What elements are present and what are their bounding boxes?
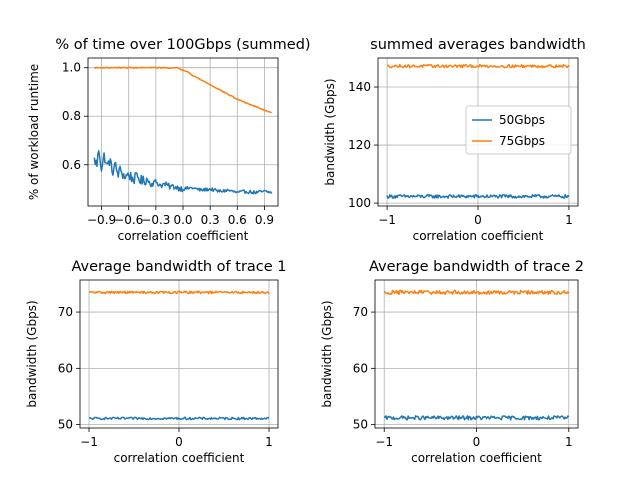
legend-box <box>465 105 572 155</box>
y-tick-label: 0.6 <box>62 158 81 172</box>
legend: 50Gbps 75Gbps <box>465 105 572 155</box>
series-line-50Gbps <box>386 193 570 199</box>
x-tick-label: 1 <box>565 435 573 449</box>
y-tick-label: 50 <box>353 418 368 432</box>
series-line-75Gbps <box>88 290 270 295</box>
y-tick-label: 70 <box>58 305 73 319</box>
subplot-1: −0.9−0.6−0.3 0.0 0.3 0.6 0.9 0.6 0.8 1.0 % of ti… <box>27 37 311 243</box>
x-axis-label: correlation coefficient <box>118 229 249 243</box>
chart-title: Average bandwidth of trace 2 <box>369 259 584 275</box>
chart-title: summed averages bandwidth <box>370 37 586 53</box>
y-tick-label: 50 <box>58 418 73 432</box>
y-tick-label: 0.8 <box>62 109 81 123</box>
series-line-75Gbps <box>386 63 570 69</box>
series-line-75Gbps <box>383 289 570 296</box>
legend-label: 75Gbps <box>499 134 545 148</box>
subplot-2: −1 0 1 100 120 140 summed averages bandwidth co… <box>323 37 586 243</box>
legend-label: 50Gbps <box>499 113 545 127</box>
y-tick-label: 70 <box>353 305 368 319</box>
y-tick-label: 1.0 <box>62 61 81 75</box>
x-axis-label: correlation coefficient <box>411 451 542 465</box>
y-axis-label: bandwidth (Gbps) <box>320 300 334 407</box>
x-tick-label: 0 <box>474 213 482 227</box>
series-line-50Gbps <box>88 416 270 421</box>
x-tick-label: −0.9 <box>87 213 116 227</box>
y-tick-label: 100 <box>348 196 371 210</box>
y-axis-label: bandwidth (Gbps) <box>25 300 39 407</box>
x-tick-label: −1 <box>378 213 396 227</box>
y-tick-label: 60 <box>353 361 368 375</box>
x-tick-label: 0 <box>473 435 481 449</box>
subplot-4: −1 0 1 50 60 70 Average bandwidth of trace 2 co… <box>320 259 584 465</box>
x-tick-label: −1 <box>375 435 393 449</box>
x-tick-label: −0.3 <box>141 213 170 227</box>
x-tick-label: 0.6 <box>228 213 247 227</box>
x-tick-label: −0.6 <box>114 213 143 227</box>
chart-title: Average bandwidth of trace 1 <box>71 259 286 275</box>
x-axis-label: correlation coefficient <box>114 451 245 465</box>
y-tick-label: 60 <box>58 361 73 375</box>
y-axis-label: % of workload runtime <box>27 64 41 200</box>
x-tick-label: 0.9 <box>255 213 274 227</box>
series-line-50Gbps <box>93 150 273 195</box>
y-tick-label: 120 <box>348 138 371 152</box>
chart-title: % of time over 100Gbps (summed) <box>55 37 310 53</box>
x-tick-label: 1 <box>265 435 273 449</box>
y-axis-label: bandwidth (Gbps) <box>323 78 337 185</box>
x-axis-label: correlation coefficient <box>413 229 544 243</box>
series-line-50Gbps <box>383 415 570 421</box>
x-tick-label: 0.0 <box>173 213 192 227</box>
y-tick-label: 140 <box>348 80 371 94</box>
series-line-75Gbps <box>93 66 272 114</box>
x-tick-label: 0 <box>175 435 183 449</box>
x-tick-label: 0.3 <box>201 213 220 227</box>
x-tick-label: 1 <box>565 213 573 227</box>
x-tick-label: −1 <box>80 435 98 449</box>
subplot-3: −1 0 1 50 60 70 Average bandwidth of trace 1 co… <box>25 259 287 465</box>
